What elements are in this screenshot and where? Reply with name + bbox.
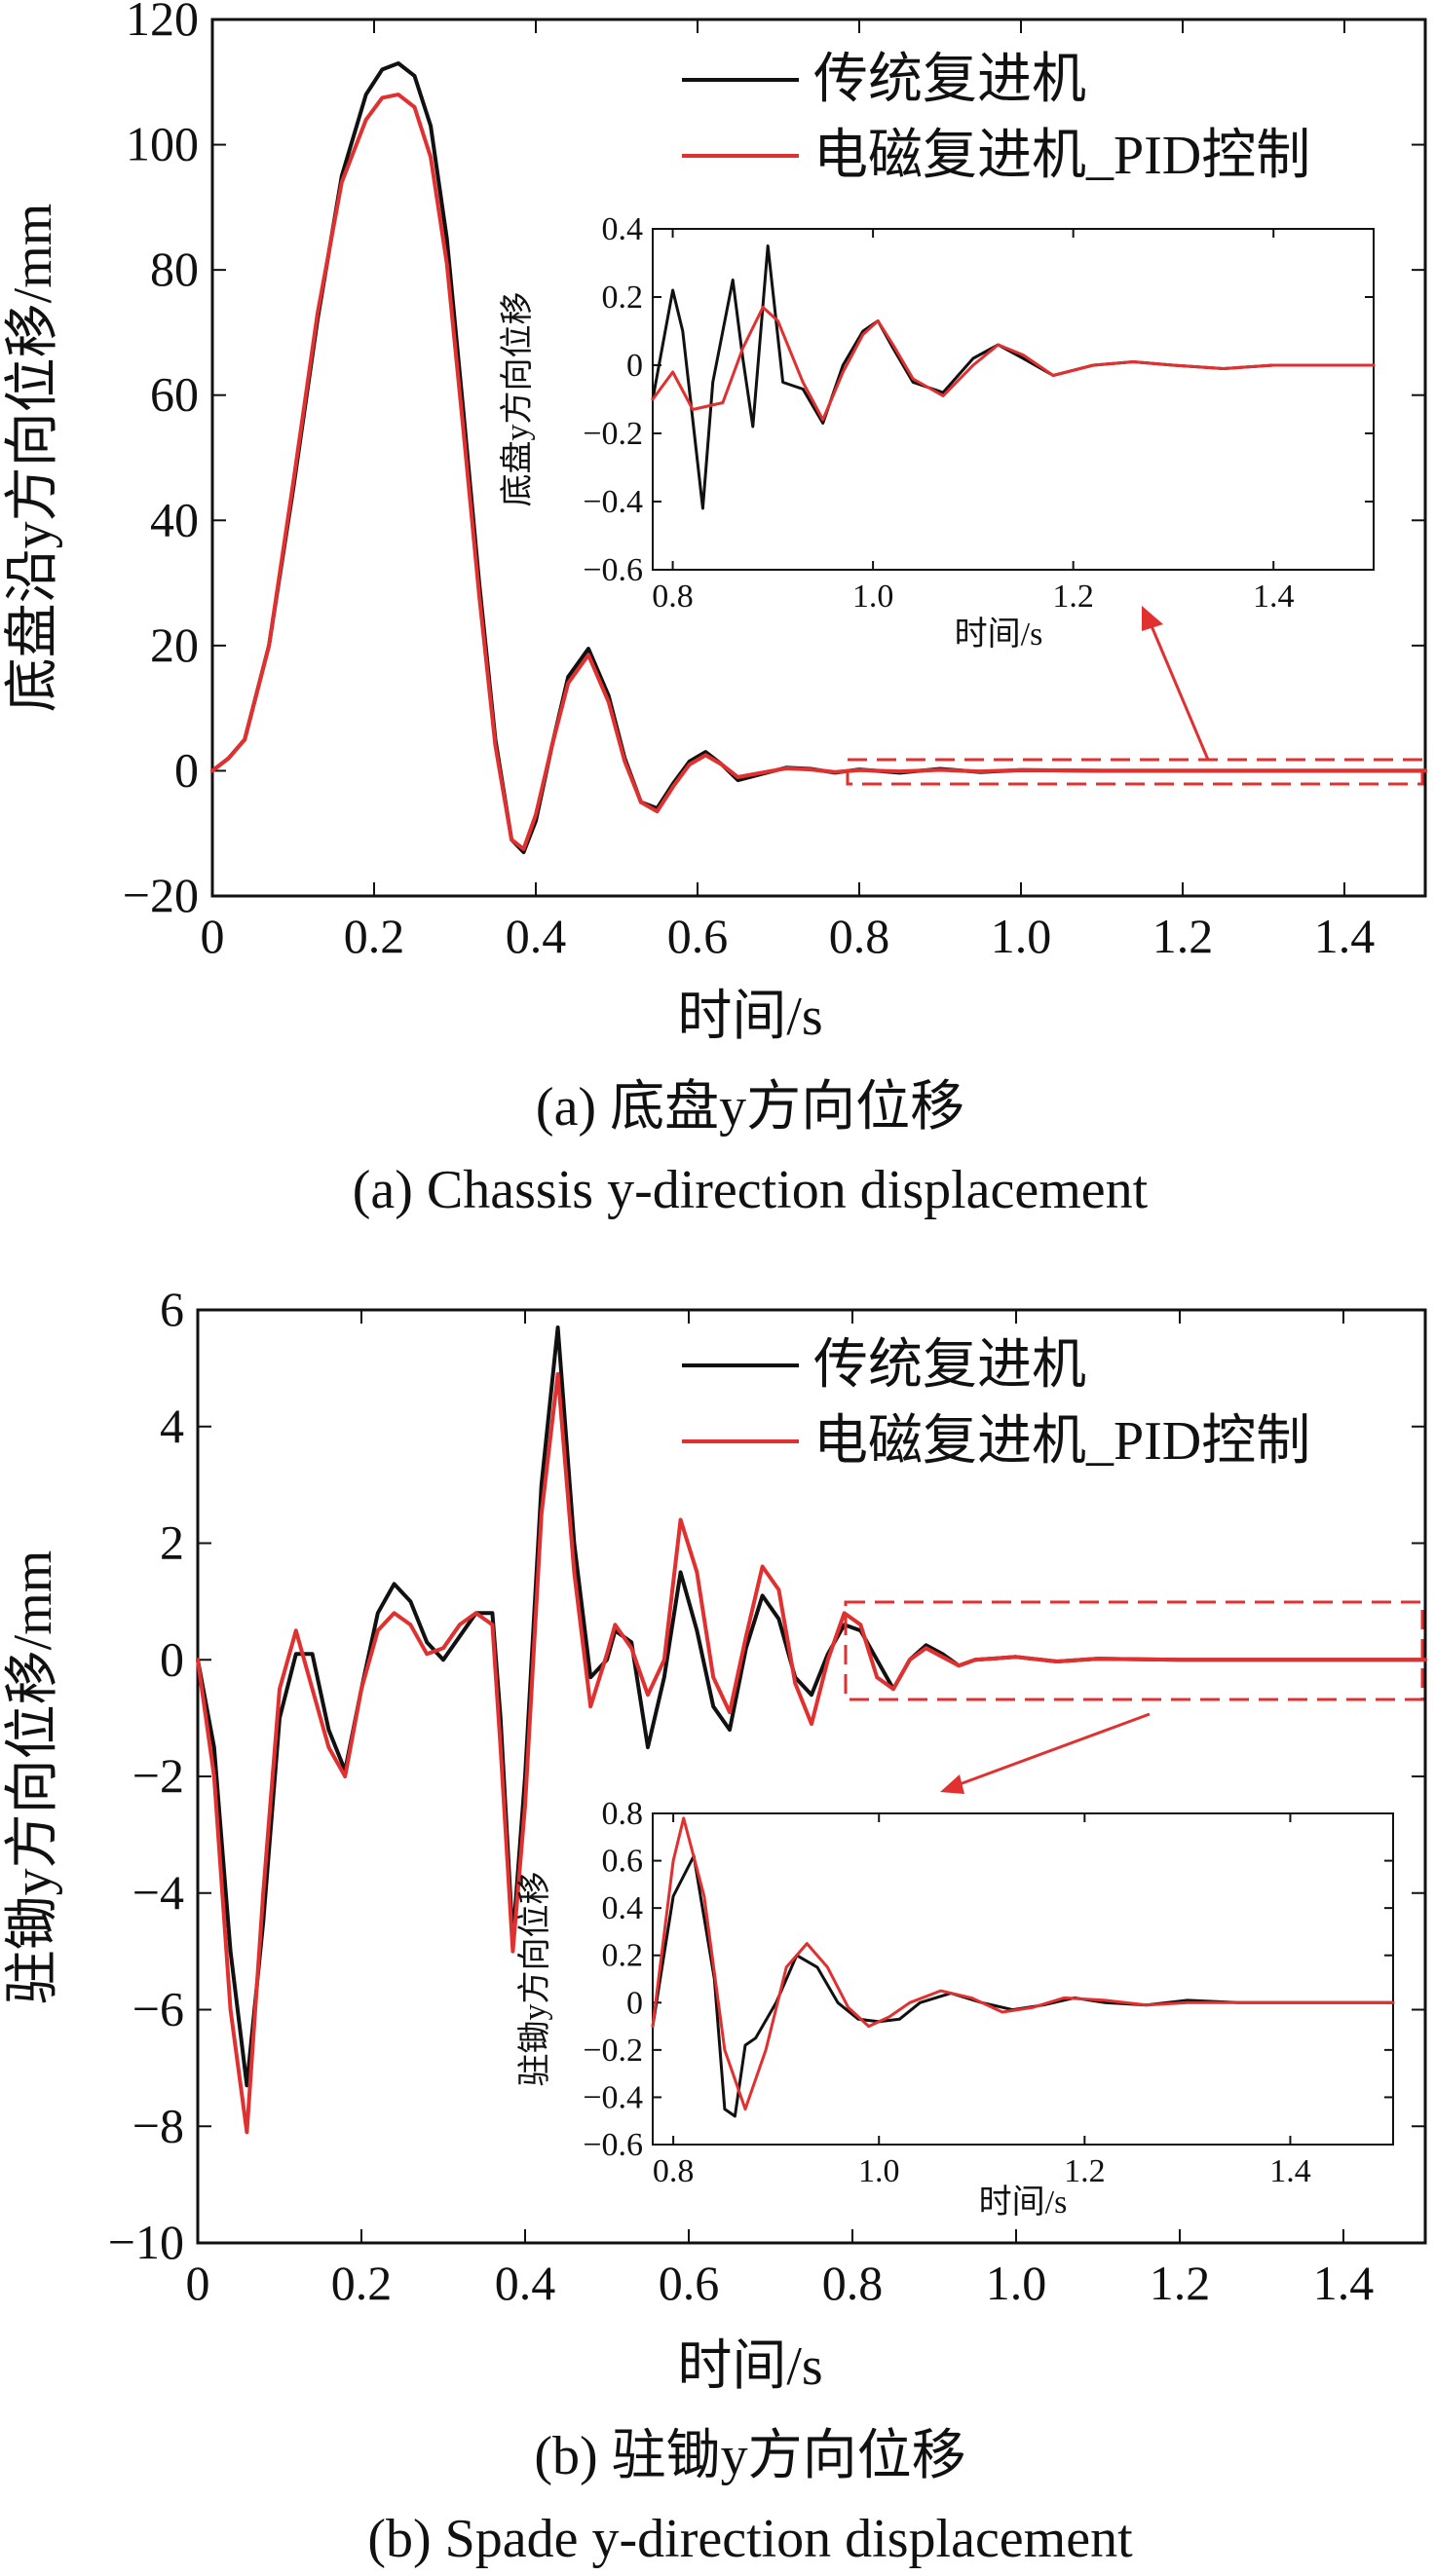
chart-a-inset-ytick-label: 0.2 bbox=[602, 280, 644, 316]
chart-b-ytick-label: 6 bbox=[160, 1282, 184, 1336]
chart-a-xtick-label: 1.4 bbox=[1314, 909, 1376, 963]
chart-b-inset-lines bbox=[651, 1816, 1395, 2118]
chart-a-xtick-label: 0.8 bbox=[829, 909, 890, 963]
chart-a-legend-label-pid: 电磁复进机_PID控制 bbox=[813, 126, 1310, 186]
chart-a-ylabel: 底盘沿y方向位移/mm bbox=[3, 204, 63, 713]
chart-b-lines bbox=[196, 1325, 1427, 2135]
chart-b-ytick-label: −6 bbox=[132, 1982, 184, 2036]
chart-a-inset-ytick-label: −0.6 bbox=[583, 552, 643, 588]
chart-a-xtick-label: 1.2 bbox=[1152, 909, 1214, 963]
chart-b-ytick-label: 2 bbox=[160, 1515, 184, 1570]
chart-b-inset-ylabel: 驻锄y方向位移 bbox=[516, 1872, 553, 2087]
chart-b-inset-ytick-label: 0.6 bbox=[602, 1844, 644, 1880]
chart-b-legend: 传统复进机 电磁复进机_PID控制 bbox=[682, 1335, 1310, 1472]
chart-b-ticks: 0 0.2 0.4 0.6 0.8 1.0 1.2 1.4 −10 −8 −6 −4 −2 0 2 4 6 bbox=[108, 1282, 1425, 2310]
chart-a-inset-xlabel: 时间/s bbox=[955, 616, 1043, 653]
chart-a-inset-line-pid bbox=[651, 306, 1376, 422]
chart-a-caption-en: (a) Chassis y-direction displacement bbox=[353, 1160, 1149, 1220]
chart-b-caption-cn: (b) 驻锄y方向位移 bbox=[534, 2426, 965, 2486]
chart-b-xtick-label: 1.0 bbox=[986, 2256, 1047, 2310]
chart-a-inset-ytick-label: −0.2 bbox=[583, 416, 643, 452]
chart-a-xtick-label: 0.4 bbox=[506, 909, 567, 963]
chart-a-ytick-label: 80 bbox=[150, 242, 199, 296]
chart-b-inset-ytick-label: −0.2 bbox=[583, 2033, 643, 2069]
chart-b-inset-ytick-label: −0.6 bbox=[583, 2127, 643, 2163]
chart-b-legend-label-traditional: 传统复进机 bbox=[813, 1335, 1086, 1396]
chart-b-xtick-label: 0 bbox=[186, 2256, 210, 2310]
chart-a-ytick-label: 20 bbox=[150, 617, 199, 672]
chart-b-inset-frame bbox=[652, 1812, 1394, 2146]
chart-a-inset-xtick-label: 1.4 bbox=[1253, 579, 1295, 615]
chart-b-xtick-label: 0.4 bbox=[495, 2256, 556, 2310]
chart-a-inset-ylabel: 底盘y方向位移 bbox=[499, 292, 536, 507]
chart-a-inset-frame bbox=[652, 228, 1375, 571]
chart-a-inset-lines bbox=[651, 244, 1376, 510]
chart-b-inset-xtick-label: 1.2 bbox=[1064, 2153, 1106, 2189]
chart-a-ytick-label: 40 bbox=[150, 492, 199, 546]
chart-b-inset: 0.8 1.0 1.2 1.4 −0.6 −0.4 −0.2 0 0.2 0.4 0.6 0.8 时间… bbox=[516, 1796, 1395, 2221]
chart-a-xtick-label: 0.6 bbox=[667, 909, 729, 963]
chart-a-xtick-label: 1.0 bbox=[991, 909, 1052, 963]
chart-b-inset-xtick-label: 1.4 bbox=[1269, 2153, 1311, 2189]
chart-a-zoom-arrow bbox=[1148, 620, 1210, 761]
chart-b-ytick-label: −10 bbox=[108, 2215, 184, 2269]
chart-b-xlabel: 时间/s bbox=[677, 2336, 822, 2397]
chart-a-ytick-label: 60 bbox=[150, 367, 199, 422]
chart-b-inset-ticks: 0.8 1.0 1.2 1.4 −0.6 −0.4 −0.2 0 0.2 0.4 0.6 0.8 bbox=[583, 1796, 1393, 2189]
chart-b-legend-label-pid: 电磁复进机_PID控制 bbox=[813, 1411, 1310, 1472]
chart-a-xtick-label: 0 bbox=[201, 909, 225, 963]
chart-a-ytick-label: −20 bbox=[123, 868, 199, 922]
chart-b-xtick-label: 1.2 bbox=[1150, 2256, 1211, 2310]
chart-b-inset-ytick-label: 0 bbox=[626, 1985, 643, 2021]
chart-b-ylabel: 驻锄y方向位移/mm bbox=[3, 1550, 63, 2005]
chart-a-ytick-label: 100 bbox=[126, 117, 199, 171]
chart-b-ytick-label: 4 bbox=[160, 1399, 184, 1453]
chart-b-xtick-label: 1.4 bbox=[1313, 2256, 1375, 2310]
chart-a-legend-label-traditional: 传统复进机 bbox=[813, 50, 1086, 110]
chart-a-legend: 传统复进机 电磁复进机_PID控制 bbox=[682, 50, 1310, 186]
chart-b-inset-xtick-label: 1.0 bbox=[858, 2153, 900, 2189]
chart-b-zoom-arrowhead bbox=[940, 1774, 964, 1794]
chart-b-zoom-arrow bbox=[959, 1712, 1151, 1786]
chart-b-ytick-label: −4 bbox=[132, 1865, 184, 1920]
chart-b-line-pid bbox=[196, 1371, 1427, 2135]
chart-a-lines bbox=[210, 61, 1427, 854]
chart-b-inset-ytick-label: 0.2 bbox=[602, 1938, 644, 1974]
chart-a: 0 0.2 0.4 0.6 0.8 1.0 1.2 1.4−20020406080100120… bbox=[3, 0, 1427, 1220]
chart-a-zoom-box bbox=[846, 758, 1424, 786]
chart-b: 0 0.2 0.4 0.6 0.8 1.0 1.2 1.4 −10 −8 −6 −4 −2 0 2 4 6 传统… bbox=[3, 1282, 1427, 2569]
chart-b-inset-ytick-label: −0.4 bbox=[583, 2079, 643, 2115]
chart-b-inset-ytick-label: 0.4 bbox=[602, 1890, 644, 1926]
chart-a-line-pid bbox=[210, 93, 1427, 851]
chart-a-zoom-arrowhead bbox=[1142, 606, 1163, 631]
chart-a-ytick-label: 120 bbox=[126, 0, 199, 46]
chart-a-ytick-label: 0 bbox=[174, 742, 199, 797]
chart-b-xtick-label: 0.2 bbox=[331, 2256, 393, 2310]
chart-b-inset-xlabel: 时间/s bbox=[979, 2184, 1068, 2221]
chart-a-plot-frame bbox=[210, 18, 1427, 898]
chart-a-inset-xtick-label: 1.0 bbox=[852, 579, 894, 615]
chart-b-xtick-label: 0.6 bbox=[659, 2256, 720, 2310]
chart-b-inset-line-pid bbox=[651, 1816, 1395, 2111]
chart-a-inset-xtick-label: 1.2 bbox=[1052, 579, 1094, 615]
chart-b-caption-en: (b) Spade y-direction displacement bbox=[367, 2509, 1133, 2569]
chart-b-ytick-label: −2 bbox=[132, 1748, 184, 1803]
chart-a-inset-ytick-label: 0.4 bbox=[602, 211, 644, 247]
chart-b-inset-ytick-label: 0.8 bbox=[602, 1796, 644, 1832]
chart-b-ytick-label: −8 bbox=[132, 2098, 184, 2152]
chart-b-ytick-label: 0 bbox=[160, 1631, 184, 1686]
chart-a-inset-xtick-label: 0.8 bbox=[652, 579, 694, 615]
chart-a-inset-ytick-label: −0.4 bbox=[583, 484, 643, 520]
chart-a-inset: 0.8 1.0 1.2 1.4 −0.6 −0.4 −0.2 0 0.2 0.4 时间/s 底盘y… bbox=[499, 211, 1376, 653]
chart-b-zoom-box bbox=[844, 1600, 1424, 1701]
chart-a-xlabel: 时间/s bbox=[677, 987, 822, 1047]
chart-a-caption-cn: (a) 底盘y方向位移 bbox=[536, 1077, 964, 1138]
chart-b-inset-xtick-label: 0.8 bbox=[653, 2153, 695, 2189]
chart-a-inset-ytick-label: 0 bbox=[626, 348, 643, 384]
chart-a-xtick-label: 0.2 bbox=[344, 909, 405, 963]
chart-b-xtick-label: 0.8 bbox=[822, 2256, 884, 2310]
